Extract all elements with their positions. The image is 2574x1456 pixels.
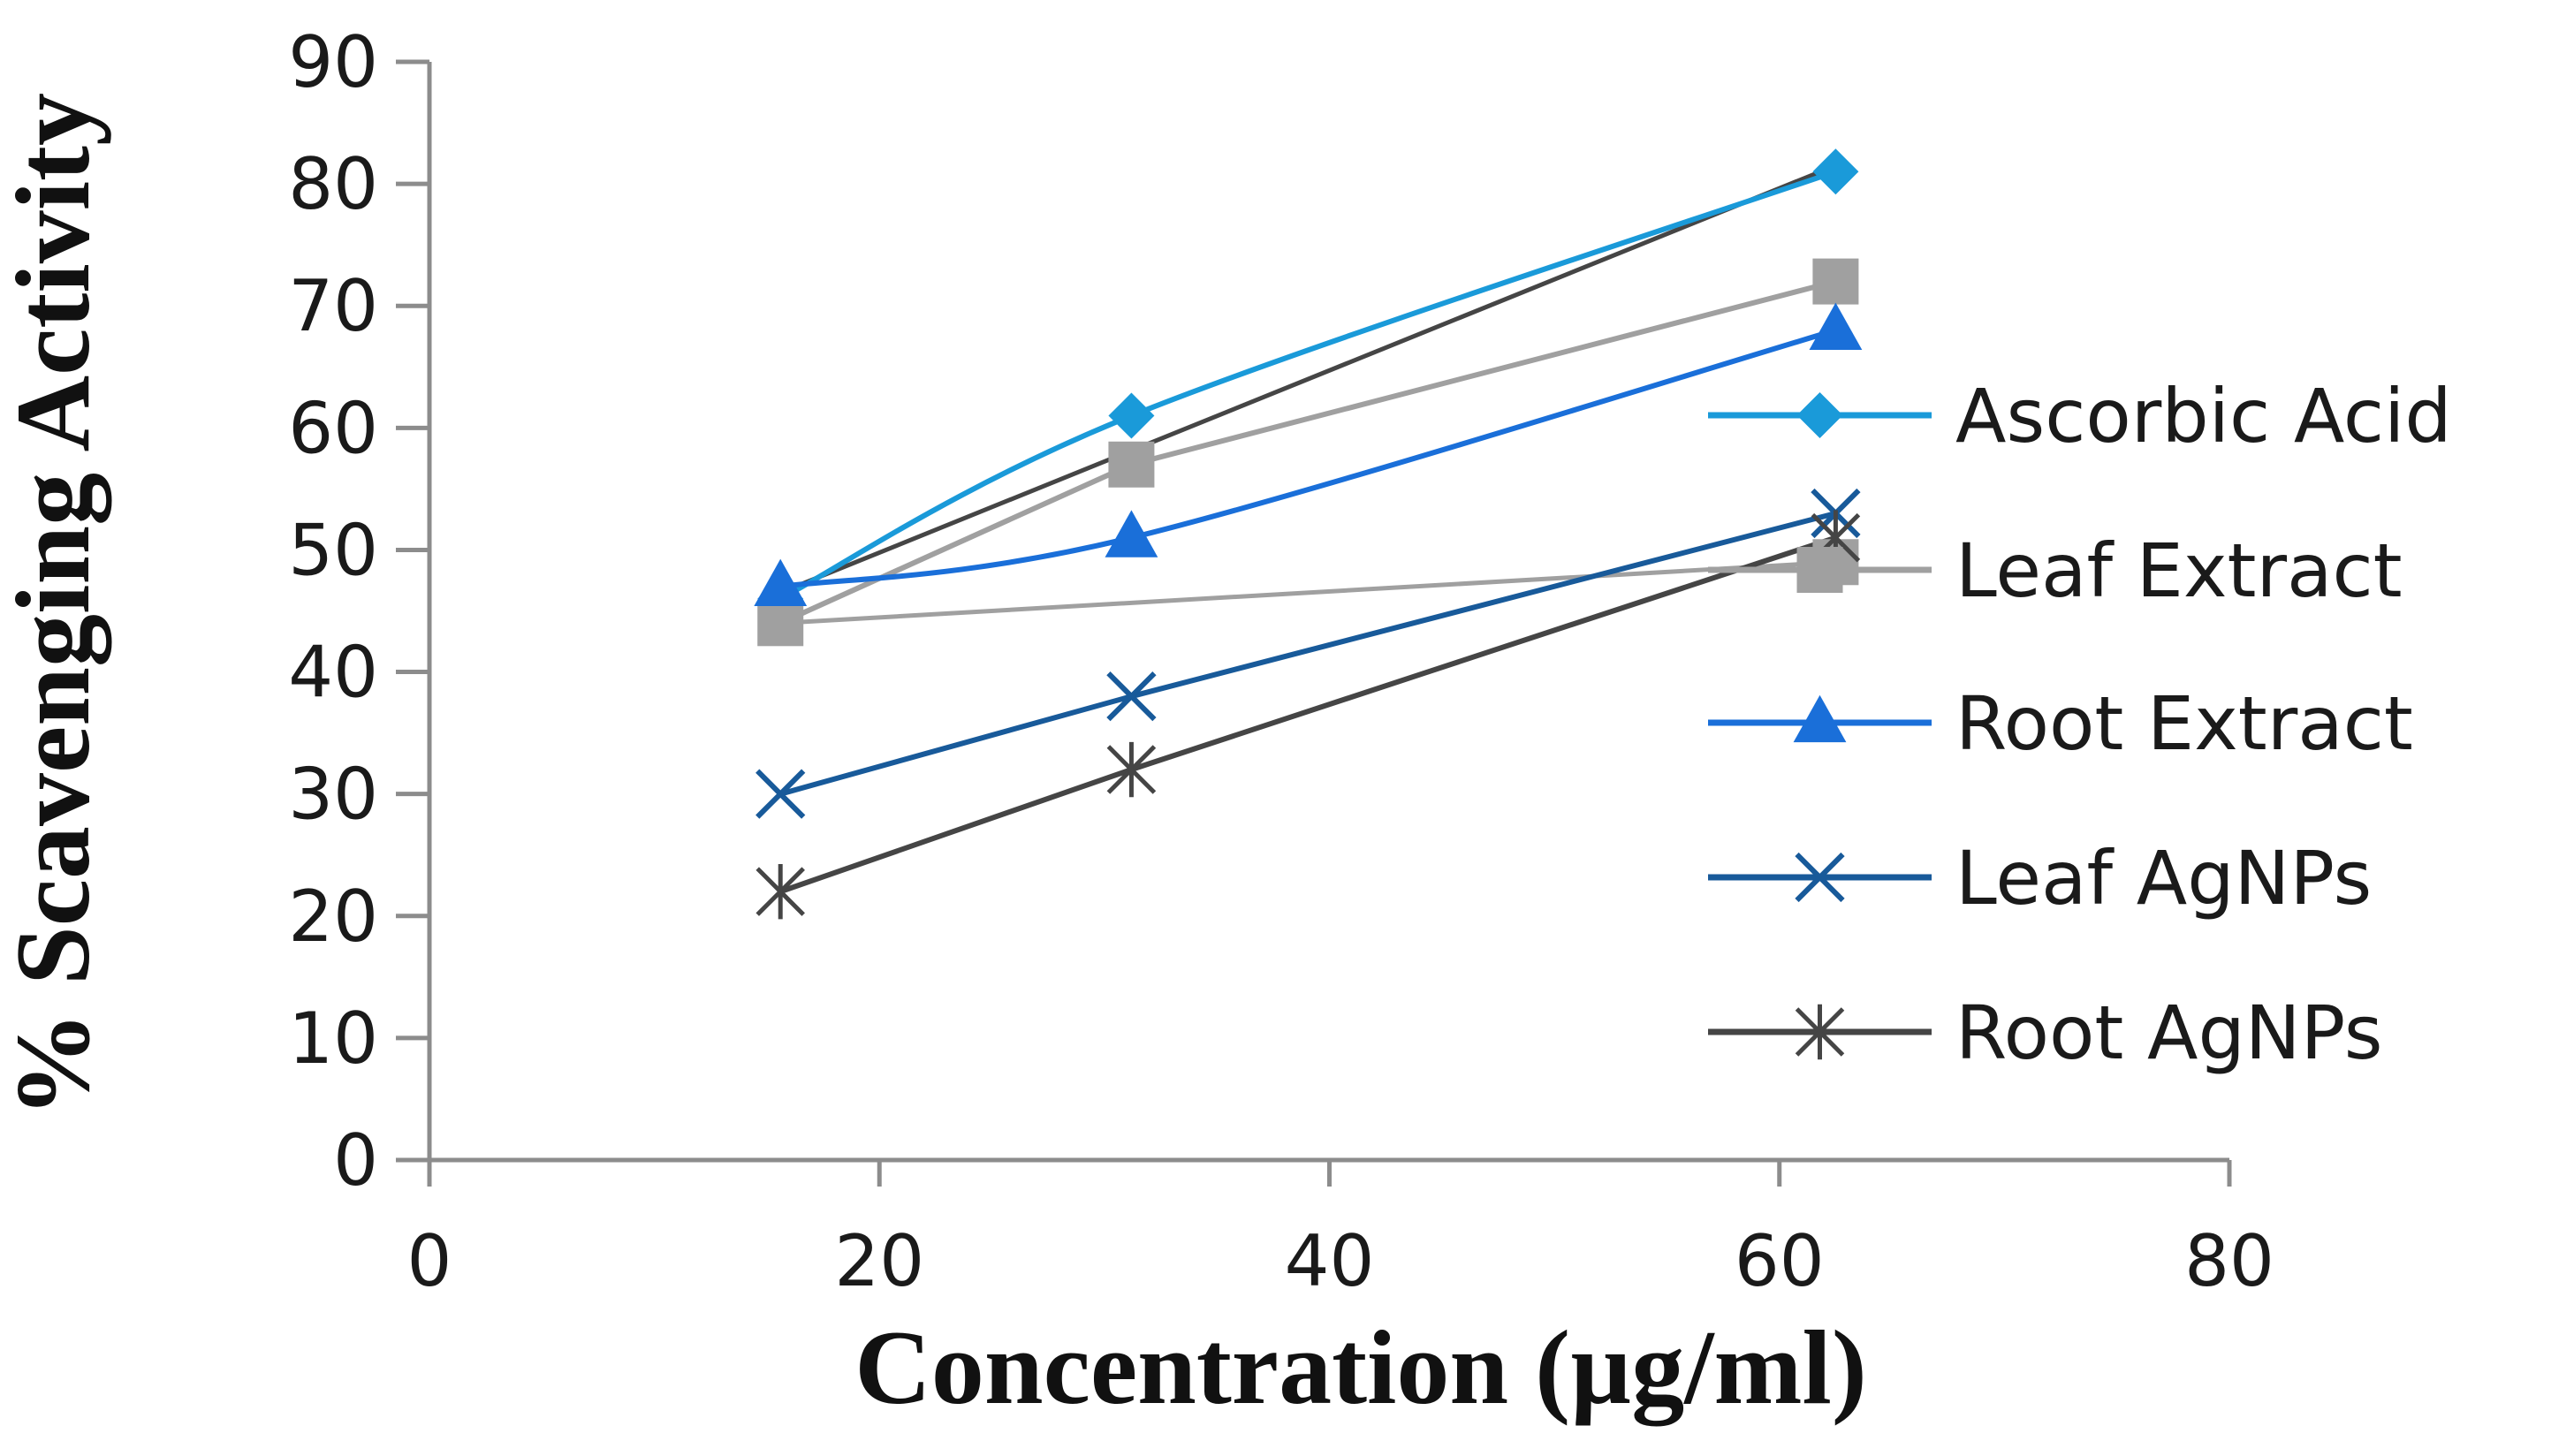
axes: 0 10 20 30 40 50 60 70 80 90 0 20 40 60 80: [288, 21, 2274, 1302]
marker-stroke: [1795, 852, 1845, 903]
legend-swatch-marker: [1796, 547, 1843, 593]
y-tick-label: 50: [288, 509, 378, 591]
y-tick-label: 80: [288, 143, 378, 225]
point-root-extract: [754, 558, 808, 606]
trend-line: [779, 163, 1837, 595]
y-tick-label: 60: [288, 387, 378, 469]
series-lines: [778, 163, 1837, 895]
point-leaf-agnps: [755, 769, 806, 819]
y-tick-label: 0: [333, 1119, 378, 1202]
point-leaf-agnps: [1106, 671, 1157, 722]
point-leaf-extract: [1812, 258, 1859, 305]
legend-item-root-agnps: Root AgNPs: [1708, 990, 2383, 1076]
leaf-extract-tail: [780, 559, 1836, 626]
series-line-ascorbic-acid: [778, 169, 1837, 602]
point-root-agnps: [1106, 741, 1157, 798]
point-root-extract: [1809, 302, 1863, 350]
y-axis-title: % Scavenging Activity: [0, 93, 112, 1118]
x-tick-label: 0: [407, 1220, 452, 1302]
point-ascorbic-acid: [1108, 392, 1155, 439]
legend-item-root-extract: Root Extract: [1708, 680, 2413, 767]
y-tick-label: 30: [288, 754, 378, 836]
legend-item-ascorbic-acid: Ascorbic Acid: [1708, 373, 2452, 459]
y-tick-label: 10: [288, 997, 378, 1080]
legend-label: Root Extract: [1955, 680, 2413, 767]
legend-label: Ascorbic Acid: [1955, 373, 2452, 459]
legend-item-leaf-agnps: Leaf AgNPs: [1708, 835, 2372, 921]
y-tick-label: 70: [288, 265, 378, 347]
legend-swatch-marker: [1795, 1004, 1845, 1060]
x-tick-label: 20: [834, 1220, 924, 1302]
point-root-extract: [1105, 510, 1158, 557]
y-tick-label: 40: [288, 632, 378, 714]
series-line-leaf-agnps: [779, 511, 1837, 797]
x-axis-title: Concentration (µg/ml): [854, 1308, 1867, 1427]
marker-stroke: [755, 769, 806, 819]
point-leaf-extract: [757, 600, 804, 647]
legend-label: Root AgNPs: [1955, 990, 2383, 1076]
point-root-agnps: [755, 863, 805, 920]
legend-swatch-marker: [1795, 852, 1845, 903]
y-tick-label: 90: [288, 21, 378, 103]
x-tick-label: 60: [1735, 1220, 1825, 1302]
legend-label: Leaf Extract: [1955, 527, 2403, 614]
series-line-root-extract: [779, 327, 1837, 589]
x-tick-label: 40: [1285, 1220, 1375, 1302]
legend-item-leaf-extract: Leaf Extract: [1708, 527, 2403, 614]
marker-stroke: [1106, 671, 1157, 722]
legend-label: Leaf AgNPs: [1955, 835, 2372, 921]
legend-swatch-marker: [1796, 392, 1843, 438]
point-ascorbic-acid: [1812, 148, 1859, 195]
y-tick-label: 20: [288, 876, 378, 958]
legend: Ascorbic Acid Leaf Extract Root Extract Lea…: [1708, 373, 2452, 1076]
point-leaf-extract: [1108, 441, 1155, 488]
legend-swatch-marker: [1793, 694, 1847, 743]
x-tick-label: 80: [2184, 1220, 2274, 1302]
